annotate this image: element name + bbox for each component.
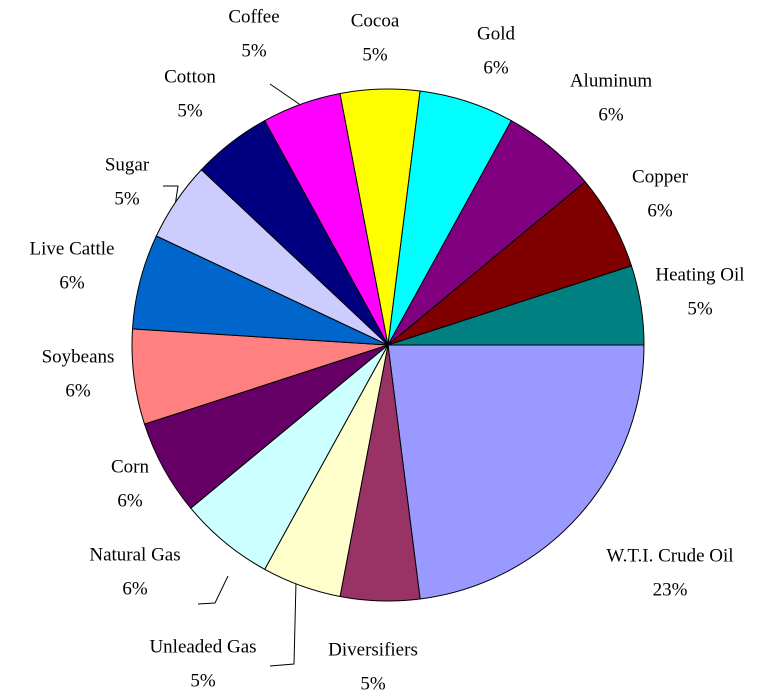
- slice-value-label: 5%: [241, 40, 267, 61]
- slice-value-label: 5%: [177, 100, 203, 121]
- slice-value-label: 6%: [65, 380, 91, 401]
- slice-label: Diversifiers: [328, 639, 418, 660]
- slice-label: Unleaded Gas: [149, 636, 256, 657]
- leader-line: [163, 185, 179, 207]
- leader-line: [269, 581, 297, 667]
- slice-value-label: 5%: [687, 298, 713, 319]
- slice-label: Live Cattle: [30, 238, 115, 259]
- slice-label: Gold: [477, 23, 516, 44]
- slice-label: Cocoa: [351, 10, 400, 31]
- slice-label: Natural Gas: [89, 544, 180, 565]
- slice-value-label: 5%: [362, 44, 388, 65]
- slice-value-label: 6%: [598, 104, 624, 125]
- slice-label: Soybeans: [42, 346, 115, 367]
- leader-line: [269, 83, 303, 107]
- slice-label: Heating Oil: [655, 264, 744, 285]
- slice-value-label: 6%: [122, 578, 148, 599]
- slice-label: Cotton: [164, 66, 216, 87]
- slice-label: Sugar: [105, 154, 150, 175]
- pie-slice: [387, 344, 645, 600]
- slice-value-label: 6%: [117, 490, 143, 511]
- slice-label: Coffee: [228, 6, 279, 27]
- slice-value-label: 5%: [360, 673, 386, 694]
- slice-value-label: 6%: [59, 272, 85, 293]
- pie-slice: [387, 265, 645, 346]
- slice-value-label: 23%: [653, 579, 688, 600]
- leader-line: [197, 575, 229, 605]
- slice-value-label: 6%: [647, 200, 673, 221]
- slice-label: Copper: [632, 166, 689, 187]
- slice-label: Aluminum: [570, 70, 653, 91]
- slice-label: Corn: [111, 456, 150, 477]
- slice-value-label: 5%: [190, 670, 216, 691]
- slice-value-label: 6%: [483, 57, 509, 78]
- slice-label: W.T.I. Crude Oil: [606, 545, 733, 566]
- slice-value-label: 5%: [114, 188, 140, 209]
